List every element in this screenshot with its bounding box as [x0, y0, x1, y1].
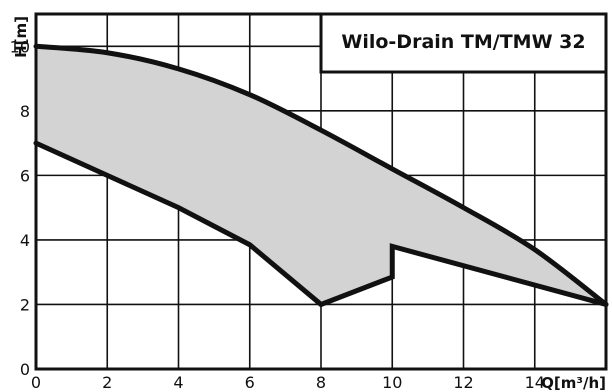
upper-boundary-curve	[33, 43, 609, 307]
y-tick-label: 4	[20, 231, 30, 250]
performance-range-area	[36, 46, 606, 305]
y-tick-label: 8	[20, 102, 30, 121]
y-tick-label: 6	[20, 166, 30, 185]
x-axis-label: Q[m³/h]	[541, 374, 606, 392]
x-tick-label: 4	[173, 373, 183, 392]
x-tick-label: 6	[245, 373, 255, 392]
x-axis-ticks: 0 2 4 6 8 10 12 14	[31, 373, 545, 392]
lower-boundary-curve	[33, 140, 609, 308]
title-box: Wilo-Drain TM/TMW 32	[319, 12, 608, 74]
x-tick-label: 12	[453, 373, 473, 392]
y-axis-label: H[m]	[12, 16, 30, 58]
x-tick-label: 8	[316, 373, 326, 392]
y-tick-label: 0	[20, 360, 30, 379]
y-tick-label: 2	[20, 295, 30, 314]
x-tick-label: 14	[525, 373, 545, 392]
y-tick-label: 10	[10, 37, 30, 56]
chart-title: Wilo-Drain TM/TMW 32	[341, 31, 585, 53]
x-tick-label: 2	[102, 373, 112, 392]
x-tick-label: 10	[382, 373, 402, 392]
x-tick-label: 0	[31, 373, 41, 392]
y-axis-ticks: 0 2 4 6 8 10	[10, 37, 30, 379]
